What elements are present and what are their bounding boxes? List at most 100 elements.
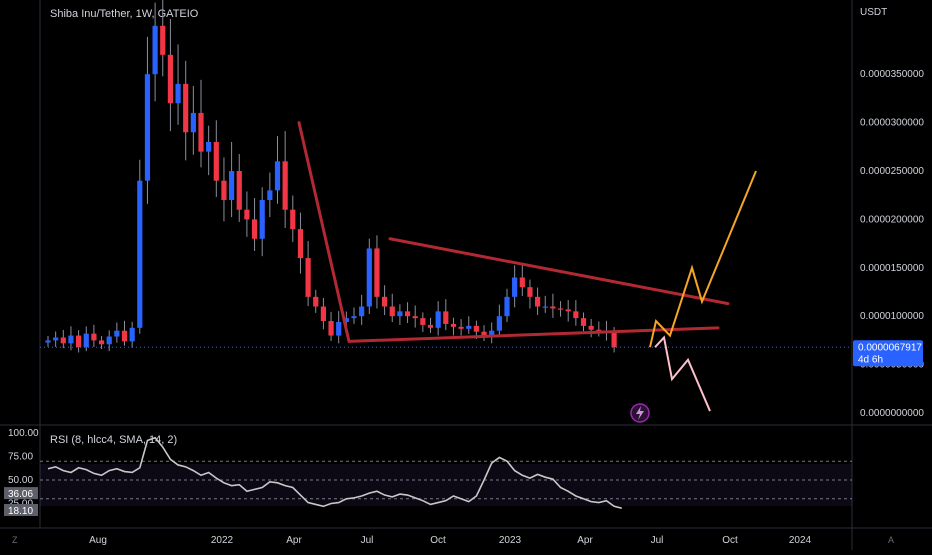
- price-tick-label: 0.0000300000: [860, 118, 924, 129]
- candle-down: [588, 325, 594, 330]
- candle-up: [512, 277, 518, 297]
- candle-up: [68, 335, 74, 344]
- current-price-badge: 0.0000067917 4d 6h: [853, 340, 923, 367]
- candle-down: [611, 332, 617, 348]
- candle-down: [198, 112, 204, 152]
- candle-up: [106, 336, 112, 345]
- price-tick-label: 0.0000200000: [860, 214, 924, 225]
- time-axis-label: Apr: [577, 535, 593, 546]
- candle-up: [274, 161, 281, 191]
- rsi-legend: RSI (8, hlcc4, SMA, 14, 2): [50, 434, 177, 446]
- candle-down: [519, 277, 525, 288]
- candle-down: [236, 171, 242, 210]
- candle-up: [45, 340, 51, 343]
- time-axis-label: Aug: [89, 535, 107, 546]
- time-axis-label: 2022: [211, 535, 234, 546]
- time-axis-label: Jul: [651, 535, 664, 546]
- candle-down: [443, 311, 449, 324]
- candle-down: [221, 180, 227, 201]
- candle-up: [466, 325, 472, 329]
- current-price-countdown: 4d 6h: [858, 354, 883, 365]
- candle-down: [76, 335, 82, 348]
- candle-down: [535, 296, 541, 307]
- candle-down: [382, 296, 388, 307]
- candle-up: [229, 171, 235, 201]
- candle-down: [244, 209, 250, 220]
- price-tick-label: 0.0000150000: [860, 263, 924, 274]
- candle-up: [267, 190, 273, 201]
- bearish-scenario-path: [654, 335, 711, 412]
- candles: [45, 0, 617, 353]
- candle-up: [259, 200, 265, 239]
- candle-down: [60, 337, 66, 344]
- candle-down: [167, 54, 173, 104]
- candle-down: [183, 83, 189, 133]
- candle-down: [404, 311, 411, 317]
- pattern-lower-trendline: [347, 326, 720, 343]
- candle-down: [98, 340, 105, 345]
- candle-down: [420, 318, 426, 325]
- rsi-line: [47, 436, 622, 509]
- time-axis-label: Oct: [722, 535, 738, 546]
- candle-down: [320, 306, 326, 322]
- candle-down: [458, 326, 464, 329]
- candle-up: [206, 141, 212, 152]
- candle-up: [542, 306, 548, 308]
- candle-down: [596, 329, 602, 331]
- candle-down: [297, 229, 304, 259]
- candle-down: [389, 306, 395, 317]
- candle-up: [83, 333, 89, 348]
- candle-down: [580, 318, 587, 326]
- current-price-badge-bg: [853, 340, 923, 367]
- price-tick-label: 0.0000100000: [860, 311, 924, 322]
- candle-down: [565, 309, 571, 312]
- candle-down: [427, 324, 434, 328]
- rsi-badge-bg: [4, 487, 38, 500]
- lightning-icon[interactable]: [630, 403, 650, 423]
- pattern-left-leg: [297, 121, 351, 343]
- candle-up: [190, 112, 196, 133]
- candle-down: [473, 325, 479, 332]
- candle-up: [144, 74, 151, 181]
- candle-down: [481, 331, 487, 336]
- rsi-badge-label: 36.06: [8, 489, 33, 500]
- candle-down: [121, 330, 128, 342]
- candle-up: [496, 316, 502, 331]
- price-tick-label: 0.0000350000: [860, 69, 924, 80]
- time-axis-label: Oct: [430, 535, 446, 546]
- price-axis-unit: USDT: [860, 7, 887, 18]
- pattern-upper-trendline: [388, 237, 730, 306]
- auto-scale-button[interactable]: A: [888, 535, 894, 545]
- price-tick-label: 0.0000000000: [860, 408, 924, 419]
- candle-up: [137, 180, 143, 328]
- candle-up: [359, 306, 365, 317]
- candle-up: [343, 318, 349, 323]
- rsi-tick-label: 100.00: [8, 428, 39, 439]
- z-button[interactable]: Z: [12, 535, 18, 545]
- rsi-value-badge: 18.10: [4, 503, 38, 517]
- candle-up: [114, 330, 120, 337]
- candle-down: [91, 333, 97, 341]
- candle-down: [374, 248, 380, 297]
- candle-down: [160, 25, 166, 55]
- candle-up: [152, 25, 158, 75]
- candle-down: [251, 219, 258, 239]
- current-price-value: 0.0000067917: [858, 342, 922, 353]
- rsi-badge-label: 18.10: [8, 506, 33, 517]
- candle-up: [336, 322, 342, 336]
- candle-down: [282, 161, 288, 210]
- candle-up: [53, 337, 59, 341]
- rsi-band-fill: [40, 464, 852, 506]
- rsi-tick-label: 50.00: [8, 475, 33, 486]
- candle-up: [175, 83, 181, 104]
- time-axis-label: Jul: [361, 535, 374, 546]
- candle-up: [504, 296, 510, 317]
- candle-up: [351, 316, 357, 319]
- candle-down: [550, 306, 556, 309]
- candle-up: [435, 311, 441, 328]
- candle-down: [305, 258, 311, 297]
- time-axis-label: Apr: [286, 535, 302, 546]
